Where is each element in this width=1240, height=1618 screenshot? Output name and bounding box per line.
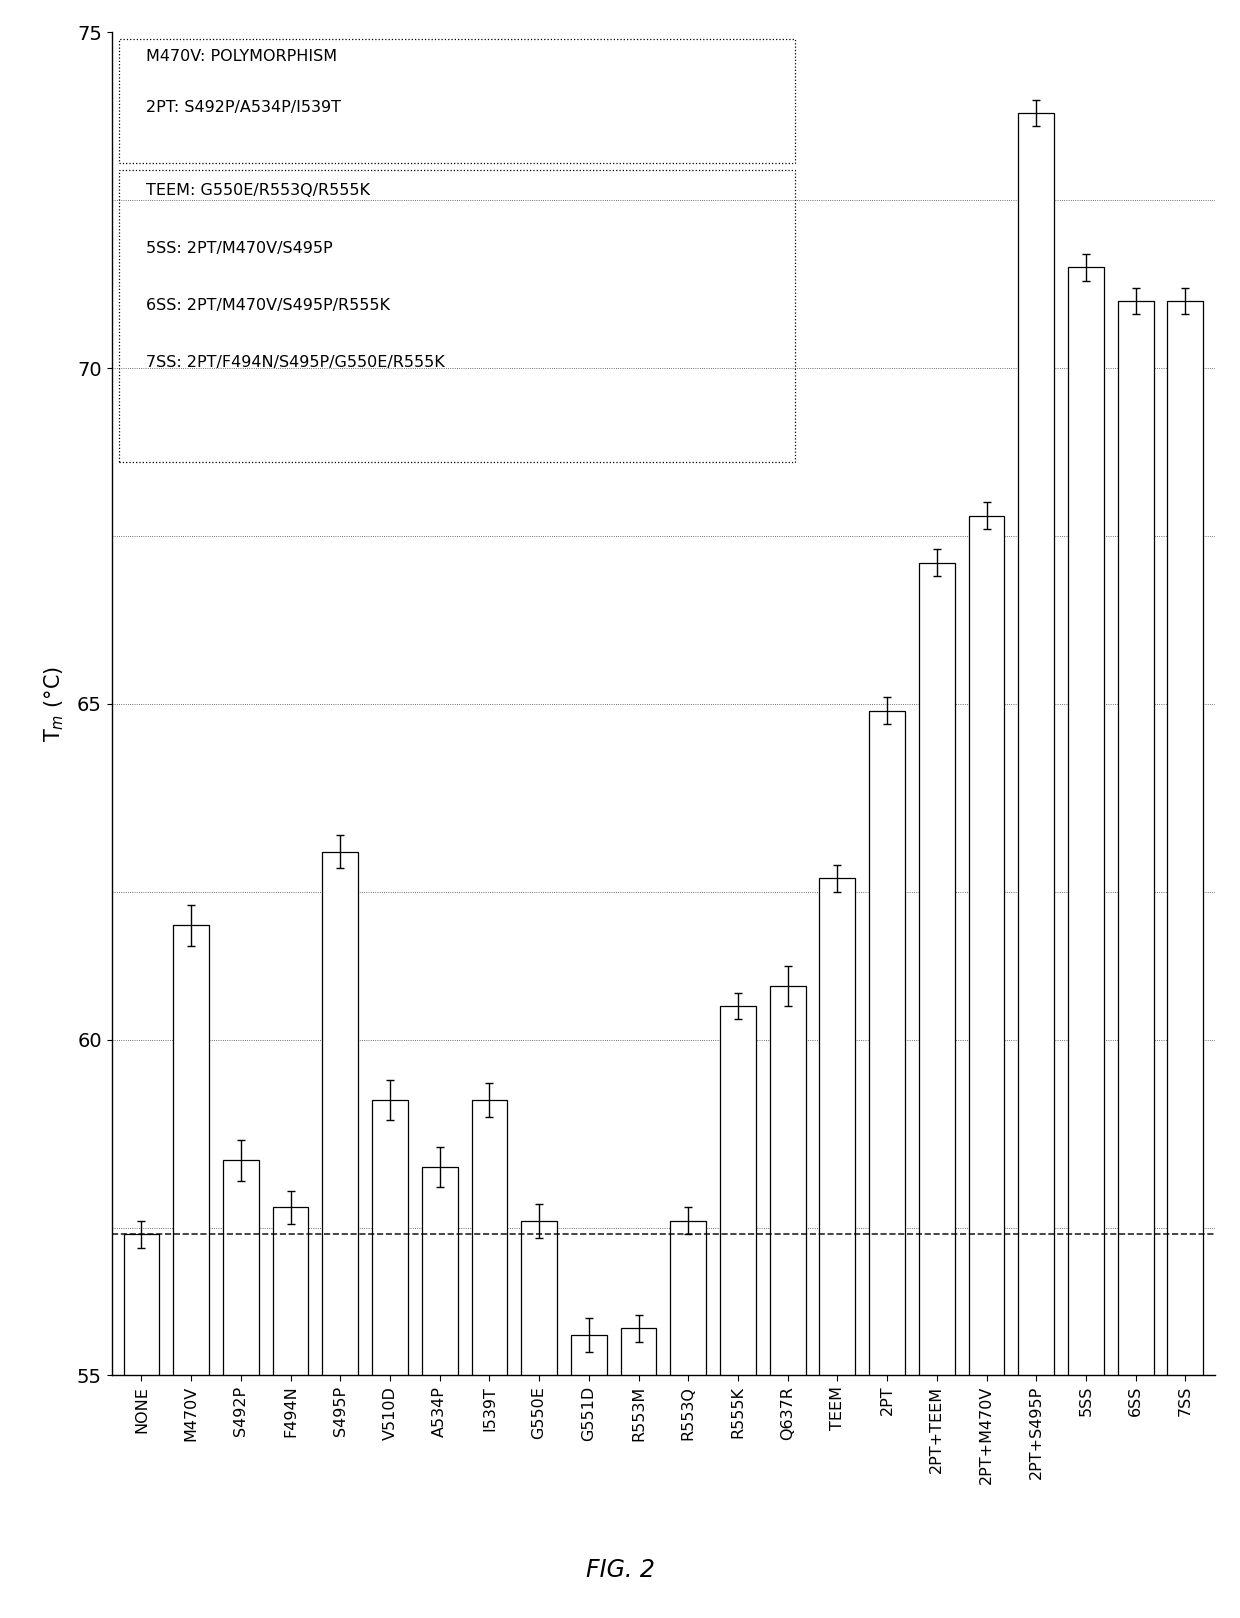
Bar [322, 851, 358, 1618]
Bar [1117, 301, 1153, 1618]
Text: M470V: POLYMORPHISM: M470V: POLYMORPHISM [146, 49, 337, 65]
Bar [223, 1160, 259, 1618]
Bar [869, 710, 905, 1618]
Bar [671, 1222, 706, 1618]
Text: 2PT: S492P/A534P/I539T: 2PT: S492P/A534P/I539T [146, 99, 341, 115]
Bar [422, 1167, 458, 1618]
Text: FIG. 2: FIG. 2 [585, 1558, 655, 1582]
Text: 7SS: 2PT/F494N/S495P/G550E/R555K: 7SS: 2PT/F494N/S495P/G550E/R555K [146, 354, 445, 369]
Bar [919, 563, 955, 1618]
Bar [1168, 301, 1203, 1618]
Text: TEEM: G550E/R553Q/R555K: TEEM: G550E/R553Q/R555K [146, 183, 371, 199]
Bar [521, 1222, 557, 1618]
Bar [471, 1100, 507, 1618]
Text: 5SS: 2PT/M470V/S495P: 5SS: 2PT/M470V/S495P [146, 241, 334, 256]
Y-axis label: T$_m$ (°C): T$_m$ (°C) [42, 667, 66, 741]
Bar [770, 985, 806, 1618]
Bar [124, 1235, 159, 1618]
Bar [1018, 113, 1054, 1618]
Bar [820, 879, 856, 1618]
Bar [621, 1328, 656, 1618]
Bar [372, 1100, 408, 1618]
Bar [273, 1207, 309, 1618]
Text: 6SS: 2PT/M470V/S495P/R555K: 6SS: 2PT/M470V/S495P/R555K [146, 298, 391, 312]
Bar [968, 516, 1004, 1618]
Bar [1068, 267, 1104, 1618]
Bar [570, 1335, 606, 1618]
Bar [720, 1006, 756, 1618]
Bar [174, 925, 210, 1618]
